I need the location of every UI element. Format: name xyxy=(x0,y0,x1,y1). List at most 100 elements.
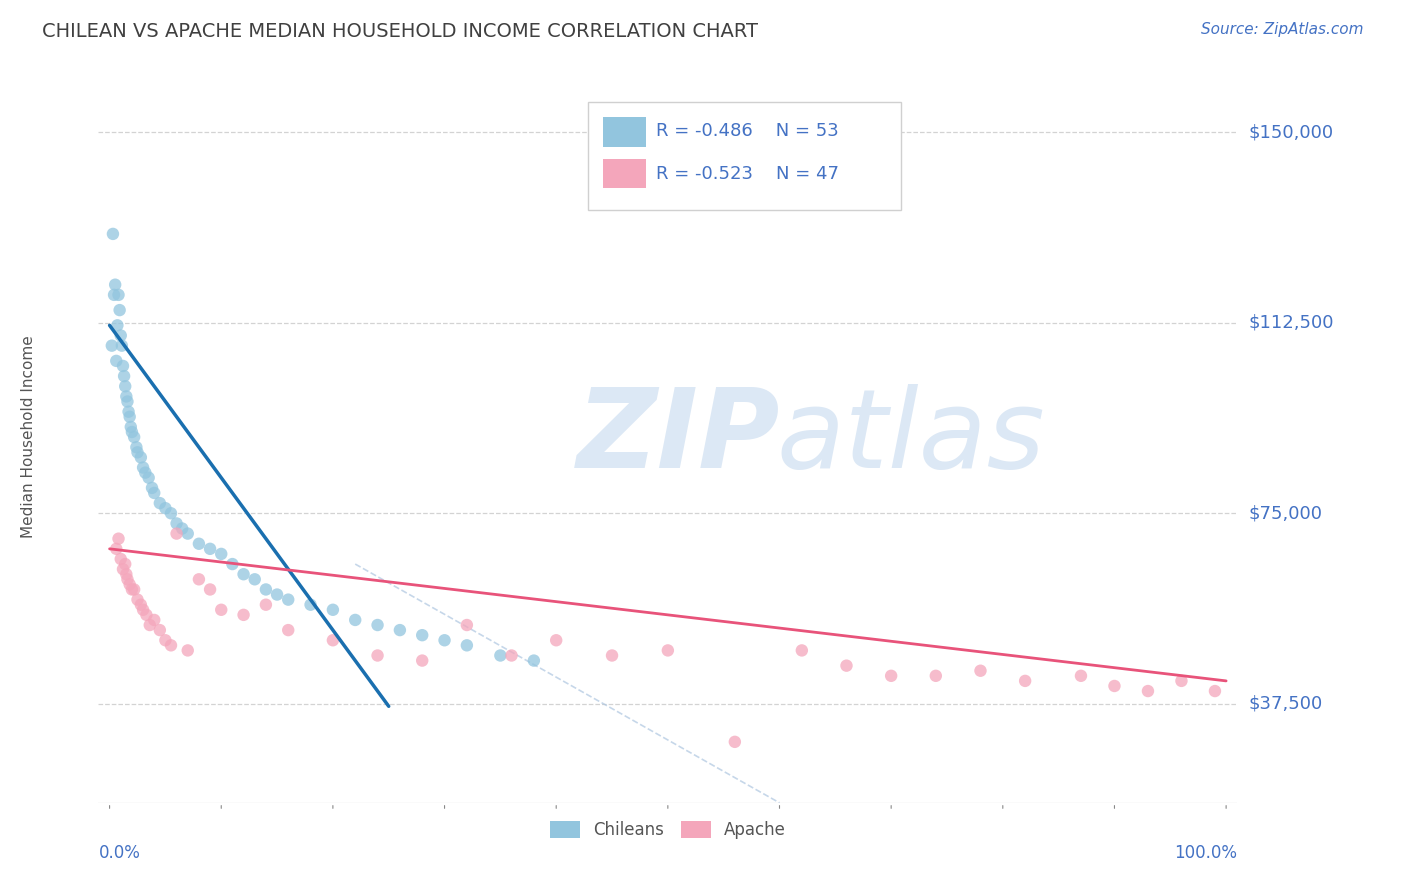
Point xyxy=(367,648,389,663)
Point xyxy=(115,567,138,582)
Point xyxy=(1104,679,1126,693)
Point xyxy=(129,598,152,612)
Point xyxy=(122,582,145,597)
Point xyxy=(835,658,858,673)
Point xyxy=(209,603,232,617)
Text: R = -0.486    N = 53: R = -0.486 N = 53 xyxy=(657,122,839,140)
Point xyxy=(125,440,148,454)
Point xyxy=(101,338,124,352)
Point xyxy=(254,598,277,612)
Point xyxy=(523,654,546,668)
Point xyxy=(1204,684,1226,698)
Point xyxy=(1014,673,1036,688)
Point xyxy=(177,643,200,657)
Point xyxy=(110,328,132,343)
Point xyxy=(198,582,221,597)
Point xyxy=(105,541,128,556)
Point xyxy=(112,369,135,384)
Text: $112,500: $112,500 xyxy=(1249,314,1334,332)
Point xyxy=(111,562,134,576)
Point xyxy=(1070,669,1092,683)
Point xyxy=(724,735,747,749)
Point xyxy=(134,466,156,480)
Point xyxy=(187,537,209,551)
Point xyxy=(657,643,679,657)
Point xyxy=(122,430,145,444)
Text: 0.0%: 0.0% xyxy=(98,845,141,863)
Point xyxy=(969,664,991,678)
Point xyxy=(277,592,299,607)
Point xyxy=(104,277,127,292)
Text: $75,000: $75,000 xyxy=(1249,504,1323,523)
Point xyxy=(117,572,139,586)
Point xyxy=(790,643,813,657)
Point xyxy=(456,638,478,652)
FancyBboxPatch shape xyxy=(603,159,647,188)
Point xyxy=(232,607,254,622)
Point xyxy=(120,420,142,434)
Point xyxy=(187,572,209,586)
Point xyxy=(117,405,139,419)
Point xyxy=(149,623,172,637)
Point xyxy=(115,389,138,403)
Point xyxy=(117,394,139,409)
Point xyxy=(1136,684,1159,698)
Point xyxy=(166,516,188,531)
Point xyxy=(880,669,903,683)
Point xyxy=(135,607,157,622)
FancyBboxPatch shape xyxy=(588,102,901,211)
Point xyxy=(132,603,155,617)
Text: R = -0.523    N = 47: R = -0.523 N = 47 xyxy=(657,165,839,183)
Point xyxy=(344,613,367,627)
Point xyxy=(1170,673,1192,688)
Point xyxy=(160,638,183,652)
Point xyxy=(155,501,177,516)
Point xyxy=(177,526,200,541)
Point xyxy=(160,506,183,520)
Point xyxy=(433,633,456,648)
Point xyxy=(501,648,523,663)
Point xyxy=(103,288,125,302)
Point xyxy=(166,526,188,541)
Text: Source: ZipAtlas.com: Source: ZipAtlas.com xyxy=(1201,22,1364,37)
Point xyxy=(107,532,129,546)
Point xyxy=(118,409,141,424)
Point xyxy=(139,618,162,632)
Text: atlas: atlas xyxy=(776,384,1045,491)
Point xyxy=(108,303,131,318)
Point xyxy=(105,354,128,368)
Point xyxy=(209,547,232,561)
Point xyxy=(266,588,288,602)
Point xyxy=(221,557,243,571)
Point xyxy=(121,425,143,439)
Point xyxy=(411,654,433,668)
Point xyxy=(925,669,948,683)
Point xyxy=(299,598,322,612)
Point xyxy=(198,541,221,556)
Point xyxy=(277,623,299,637)
Point xyxy=(107,318,129,333)
Point xyxy=(129,450,152,465)
Point xyxy=(546,633,568,648)
Point xyxy=(127,592,149,607)
Point xyxy=(149,496,172,510)
Point xyxy=(489,648,512,663)
Point xyxy=(322,603,344,617)
Point xyxy=(155,633,177,648)
Point xyxy=(114,379,136,393)
Text: 100.0%: 100.0% xyxy=(1174,845,1237,863)
Point xyxy=(322,633,344,648)
Point xyxy=(367,618,389,632)
Text: $37,500: $37,500 xyxy=(1249,695,1323,713)
Point xyxy=(121,582,143,597)
Point xyxy=(143,486,166,500)
Point xyxy=(111,359,134,373)
Point xyxy=(243,572,266,586)
Legend: Chileans, Apache: Chileans, Apache xyxy=(543,814,793,846)
Point xyxy=(172,521,194,535)
Point xyxy=(141,481,163,495)
Point xyxy=(411,628,433,642)
Point xyxy=(114,557,136,571)
Point xyxy=(232,567,254,582)
Text: ZIP: ZIP xyxy=(576,384,780,491)
